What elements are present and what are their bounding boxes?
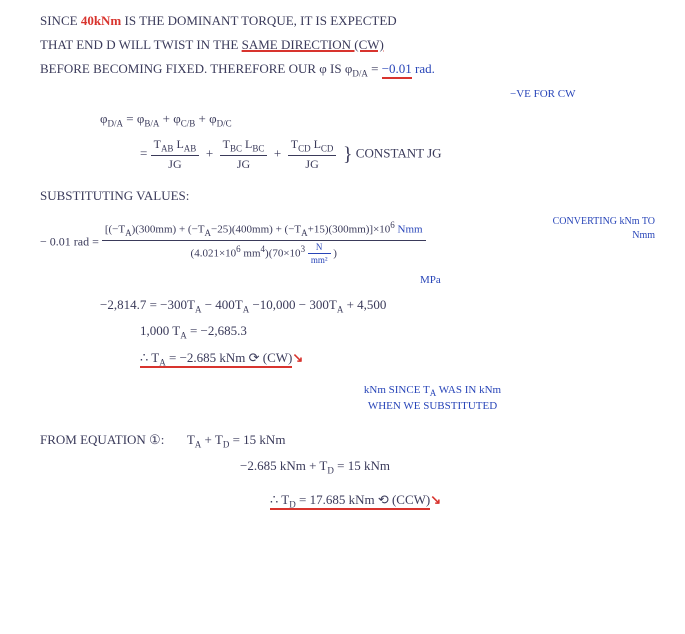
text: IS THE DOMINANT TORQUE, IT IS EXPECTED [121,13,396,28]
step-1: −2,814.7 = −300TA − 400TA −10,000 − 300T… [100,296,645,316]
text: THAT END D WILL TWIST IN THE [40,37,242,52]
text: Nmm [553,229,655,243]
substituting-label: SUBSTITUTING VALUES: [40,187,645,205]
annotation-converting: CONVERTING kNm TO Nmm [553,215,655,243]
annotation-ve-cw: −VE FOR CW [510,87,645,102]
unit-fraction: Nmm² [308,241,331,267]
direction-underlined: SAME DIRECTION (CW) [242,37,384,52]
text: = [140,146,151,161]
equation-phi-sum: φD/A = φB/A + φC/B + φD/C [100,110,645,130]
fraction-2: TBC LBCJG [220,136,268,173]
paragraph-line-2: THAT END D WILL TWIST IN THE SAME DIRECT… [40,36,645,54]
fraction-3: TCD LCDJG [288,136,337,173]
paragraph-line-1: SINCE 40kNm IS THE DOMINANT TORQUE, IT I… [40,12,645,30]
fraction-1: TAB LABJG [151,136,200,173]
lhs: − 0.01 rad = [40,235,102,249]
text: FROM EQUATION ①: [40,432,164,447]
result-td: ∴ TD = 17.685 kNm ⟲ (CCW)↘ [270,491,645,511]
text: BEFORE BECOMING FIXED. THEREFORE OUR φ I… [40,61,352,76]
sub: D/A [352,69,368,79]
phi-unit: rad. [412,61,435,76]
text: + φ [195,111,216,126]
phi-value: −0.01 [382,61,412,79]
sub: D/A [108,119,124,129]
from-equation-label: FROM EQUATION ①: TA + TD = 15 kNm [40,431,645,451]
annotation-knm-2: WHEN WE SUBSTITUTED [220,399,645,414]
text: CONVERTING kNm TO [553,215,655,229]
text: SINCE [40,13,81,28]
sub: C/B [181,119,196,129]
result-ta: ∴ TA = −2.685 kNm ⟳ (CW)↘ [140,349,645,369]
sub: D/C [217,119,232,129]
big-fraction: [(−TA)(300mm) + (−TA−25)(400mm) + (−TA+1… [102,219,426,267]
text: + φ [159,111,180,126]
text: = [368,61,382,76]
text: φ [100,111,108,126]
annotation-mpa: MPa [420,273,645,288]
dominant-torque: 40kNm [81,13,121,28]
step-2: 1,000 TA = −2,685.3 [140,322,645,342]
annotation-constant-jg: CONSTANT JG [356,146,442,161]
equation-tl-jg: = TAB LABJG + TBC LBCJG + TCD LCDJG } CO… [140,136,645,173]
paragraph-line-3: BEFORE BECOMING FIXED. THEREFORE OUR φ I… [40,60,645,80]
equation-sub: −2.685 kNm + TD = 15 kNm [240,457,645,477]
sub: B/A [144,119,159,129]
text: = φ [123,111,144,126]
annotation-knm-1: kNm SINCE TA WAS IN kNm [220,383,645,400]
